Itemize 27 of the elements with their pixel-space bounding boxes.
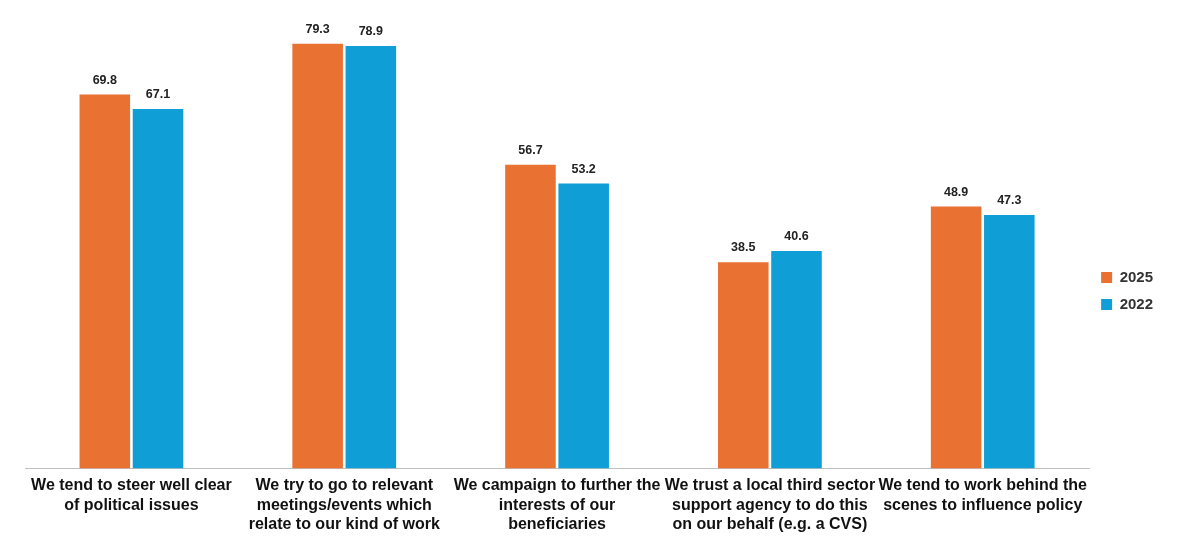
data-label: 53.2 xyxy=(571,161,596,176)
x-tick-label: We tend to work behind the scenes to influence policy xyxy=(878,476,1088,513)
data-label: 38.5 xyxy=(731,240,756,255)
data-label: 69.8 xyxy=(92,72,118,87)
bar xyxy=(505,164,556,469)
bar xyxy=(930,206,982,469)
data-label: 78.9 xyxy=(358,24,384,39)
data-label: 79.3 xyxy=(305,21,330,36)
bar xyxy=(558,183,609,469)
bar xyxy=(132,109,184,469)
data-label: 67.1 xyxy=(145,87,171,102)
x-tick-label: We campaign to further the interests of our beneficiaries xyxy=(453,476,661,532)
data-label: 56.7 xyxy=(518,142,543,157)
x-tick-label: We tend to steer well clear of political issues xyxy=(31,476,232,513)
legend-label: 2025 xyxy=(1119,267,1154,285)
bar xyxy=(79,94,131,469)
bar xyxy=(718,262,769,469)
x-tick-label: We try to go to relevant meetings/events which relate to our kind of work xyxy=(248,476,440,532)
bar xyxy=(292,43,343,469)
data-label: 48.9 xyxy=(943,184,969,199)
bar xyxy=(345,45,397,469)
data-label: 47.3 xyxy=(997,193,1022,208)
x-tick-label: We trust a local third sector support agency to do this on our behalf (e.g. a CVS) xyxy=(664,476,876,532)
data-label: 40.6 xyxy=(784,229,809,244)
bar xyxy=(771,250,822,469)
legend-label: 2022 xyxy=(1119,294,1154,312)
bar xyxy=(984,215,1035,469)
